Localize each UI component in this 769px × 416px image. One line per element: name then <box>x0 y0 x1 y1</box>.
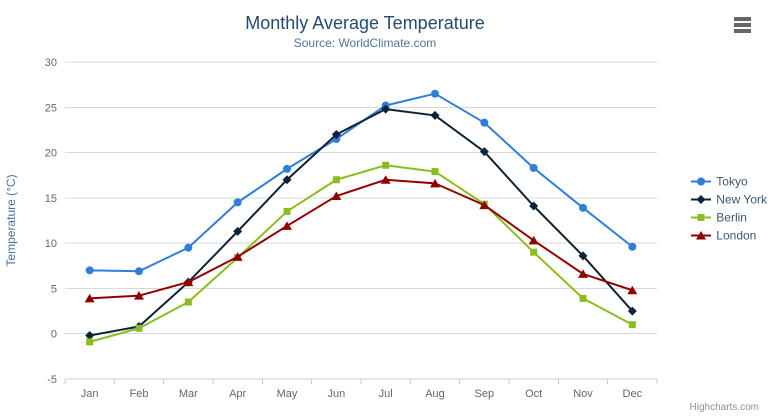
data-point-marker[interactable] <box>479 200 490 210</box>
data-point-marker[interactable] <box>85 266 94 275</box>
data-point-marker[interactable] <box>233 198 242 207</box>
data-point-marker[interactable] <box>283 207 291 215</box>
circle-legend-marker-icon <box>691 177 712 185</box>
series-line-berlin <box>88 164 634 343</box>
data-point-marker[interactable] <box>628 321 636 329</box>
data-point-marker <box>697 177 706 185</box>
data-point-marker[interactable] <box>480 118 489 127</box>
data-point-marker[interactable] <box>282 221 292 230</box>
data-point-marker[interactable] <box>431 168 439 176</box>
legend-item-london[interactable]: London <box>691 228 767 242</box>
diamond-legend-marker-icon <box>691 194 712 204</box>
y-axis-tick-label: 20 <box>45 148 57 160</box>
credits-link[interactable]: Highcharts.com <box>689 402 759 413</box>
x-axis-tick-label: May <box>277 388 298 400</box>
legend-item-label: London <box>716 228 757 242</box>
x-axis-tick-label: Jul <box>379 388 393 400</box>
export-menu-button[interactable] <box>731 14 755 38</box>
data-point-marker[interactable] <box>85 331 95 341</box>
y-axis-tick-label: 10 <box>45 238 57 250</box>
data-point-marker[interactable] <box>430 178 440 188</box>
data-point-marker[interactable] <box>627 285 638 295</box>
y-axis-tick-label: 0 <box>51 329 57 341</box>
data-point-marker[interactable] <box>332 176 340 184</box>
data-point-marker[interactable] <box>529 163 538 172</box>
series-line-london <box>88 178 634 300</box>
x-axis-tick-label: Aug <box>425 388 445 400</box>
legend-item-berlin[interactable]: Berlin <box>691 210 767 224</box>
data-point-marker[interactable] <box>479 147 489 157</box>
data-point-marker[interactable] <box>232 252 243 261</box>
data-point-marker[interactable] <box>627 306 637 316</box>
chart-title: Monthly Average Temperature <box>245 13 485 33</box>
data-point-marker[interactable] <box>380 175 391 184</box>
data-point-marker <box>697 213 705 221</box>
data-point-marker[interactable] <box>331 129 341 139</box>
data-point-marker[interactable] <box>578 251 588 261</box>
data-point-marker[interactable] <box>183 277 194 287</box>
data-point-marker[interactable] <box>579 294 587 302</box>
data-point-marker[interactable] <box>233 226 243 236</box>
data-point-marker[interactable] <box>134 291 144 300</box>
y-axis-tick-label: -5 <box>47 374 57 386</box>
x-axis-tick-label: Jan <box>81 388 99 400</box>
series-new-york <box>85 104 637 341</box>
x-axis-tick-label: Dec <box>623 388 643 400</box>
legend: Tokyo New York Berlin London <box>691 174 767 242</box>
data-point-marker[interactable] <box>529 201 539 211</box>
x-axis-tick-label: Apr <box>229 388 246 400</box>
x-axis-tick-label: Nov <box>573 388 593 400</box>
legend-item-new-york[interactable]: New York <box>691 192 767 206</box>
x-axis-tick-label: Feb <box>130 388 149 400</box>
legend-item-tokyo[interactable]: Tokyo <box>691 174 767 188</box>
y-axis-tick-label: 25 <box>45 102 57 114</box>
x-axis-tick-label: Mar <box>179 388 198 400</box>
triangle-legend-marker-icon <box>691 230 712 239</box>
legend-item-label: New York <box>716 192 767 206</box>
data-point-marker[interactable] <box>579 203 587 212</box>
y-axis-title: Temperature (°C) <box>4 174 18 266</box>
data-point-marker[interactable] <box>184 243 193 252</box>
data-point-marker[interactable] <box>578 269 588 278</box>
series-line-new-york <box>88 108 634 337</box>
y-axis-tick-label: 30 <box>45 57 57 69</box>
data-point-marker[interactable] <box>184 298 192 306</box>
series-tokyo <box>85 89 637 276</box>
x-axis-tick-label: Jun <box>327 388 345 400</box>
square-legend-marker-icon <box>691 213 712 221</box>
series-line-tokyo <box>88 92 634 273</box>
data-point-marker[interactable] <box>382 161 390 169</box>
data-point-marker[interactable] <box>331 191 342 201</box>
data-point-marker[interactable] <box>628 242 637 251</box>
data-point-marker <box>696 194 706 204</box>
data-point-marker[interactable] <box>530 248 538 256</box>
legend-item-label: Tokyo <box>716 174 748 188</box>
y-axis-tick-label: 15 <box>45 193 57 205</box>
data-point-marker[interactable] <box>135 324 143 332</box>
data-point-marker[interactable] <box>135 267 143 276</box>
data-point-marker[interactable] <box>381 104 391 114</box>
x-axis-tick-label: Oct <box>525 388 542 400</box>
data-point-marker[interactable] <box>430 110 440 120</box>
data-point-marker[interactable] <box>431 89 439 98</box>
data-point-marker[interactable] <box>84 293 95 303</box>
data-point-marker <box>696 230 707 239</box>
legend-item-label: Berlin <box>716 210 747 224</box>
data-point-marker[interactable] <box>86 338 94 346</box>
x-axis-tick-label: Sep <box>475 388 495 400</box>
y-axis-tick-label: 5 <box>51 283 57 295</box>
hamburger-menu-icon <box>734 17 752 33</box>
chart-subtitle: Source: WorldClimate.com <box>293 36 437 50</box>
data-point-marker[interactable] <box>282 175 292 185</box>
data-point-marker[interactable] <box>528 235 539 245</box>
series-london <box>84 175 638 303</box>
data-point-marker[interactable] <box>283 164 291 173</box>
